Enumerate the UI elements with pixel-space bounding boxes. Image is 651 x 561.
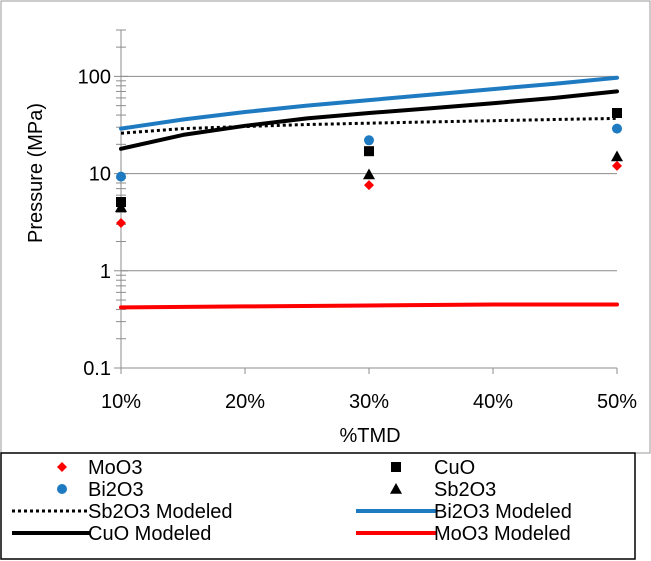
legend-item-cuo-modeled: CuO Modeled — [12, 523, 211, 545]
y-tick-label: 1 — [100, 261, 111, 283]
x-tick-label: 30% — [349, 391, 389, 413]
legend-label: Bi2O3 Modeled — [434, 501, 572, 523]
legend-label: MoO3 Modeled — [434, 523, 571, 545]
legend-item-sb2o3-modeled: Sb2O3 Modeled — [12, 501, 233, 523]
data-point-sb2o3 — [115, 201, 127, 213]
y-tick-label: 100 — [78, 66, 111, 88]
x-tick-label: 20% — [225, 391, 265, 413]
legend-symbol — [57, 462, 67, 472]
legend-item-bi2o3: Bi2O3 — [57, 479, 144, 501]
series-line-sb2o3-modeled — [120, 116, 618, 135]
data-point-sb2o3 — [611, 150, 623, 162]
tick-labels: 0.1 1 10 100 10% 20% 30% 40% 50% — [78, 66, 638, 413]
y-tick-label: 10 — [89, 164, 111, 186]
legend-symbol — [390, 483, 402, 494]
y-axis-label: Pressure (MPa) — [25, 103, 47, 243]
legend-item-bi2o3-modeled: Bi2O3 Modeled — [356, 501, 572, 523]
data-point-bi2o3 — [116, 171, 126, 182]
series-line-moo3-modeled — [119, 302, 619, 310]
series-markers — [115, 108, 623, 229]
series-line-cuo-modeled — [119, 89, 619, 151]
data-point-moo3 — [612, 160, 622, 171]
data-point-moo3 — [116, 218, 126, 229]
x-axis-label: %TMD — [339, 425, 400, 447]
legend-label: MoO3 — [88, 457, 142, 479]
x-tick-label: 40% — [473, 391, 513, 413]
data-point-moo3 — [364, 180, 374, 191]
data-point-sb2o3 — [363, 168, 375, 180]
legend-item-cuo: CuO — [391, 457, 475, 479]
series-line-bi2o3-modeled — [119, 75, 619, 131]
legend-item-sb2o3: Sb2O3 — [390, 479, 496, 501]
legend-label: Sb2O3 — [434, 479, 496, 501]
legend-symbol — [391, 462, 401, 472]
legend-symbol — [57, 484, 67, 494]
legend-label: CuO — [434, 457, 475, 479]
data-point-cuo — [364, 146, 374, 157]
data-point-bi2o3 — [364, 135, 374, 146]
legend-item-moo3-modeled: MoO3 Modeled — [356, 523, 571, 545]
data-point-cuo — [612, 108, 622, 119]
y-tick-label: 0.1 — [83, 358, 111, 380]
legend: MoO3 CuO Bi2O3 Sb2O3 Sb2O3 Modeled Bi2O3 Mode… — [12, 457, 572, 545]
x-tick-label: 10% — [101, 391, 141, 413]
legend-label: Bi2O3 — [88, 479, 144, 501]
x-tick-label: 50% — [597, 391, 637, 413]
legend-label: CuO Modeled — [88, 523, 211, 545]
series-lines — [119, 75, 619, 310]
legend-label: Sb2O3 Modeled — [88, 501, 233, 523]
legend-item-moo3: MoO3 — [57, 457, 142, 479]
data-point-bi2o3 — [612, 123, 622, 134]
legend-box — [0, 452, 636, 560]
